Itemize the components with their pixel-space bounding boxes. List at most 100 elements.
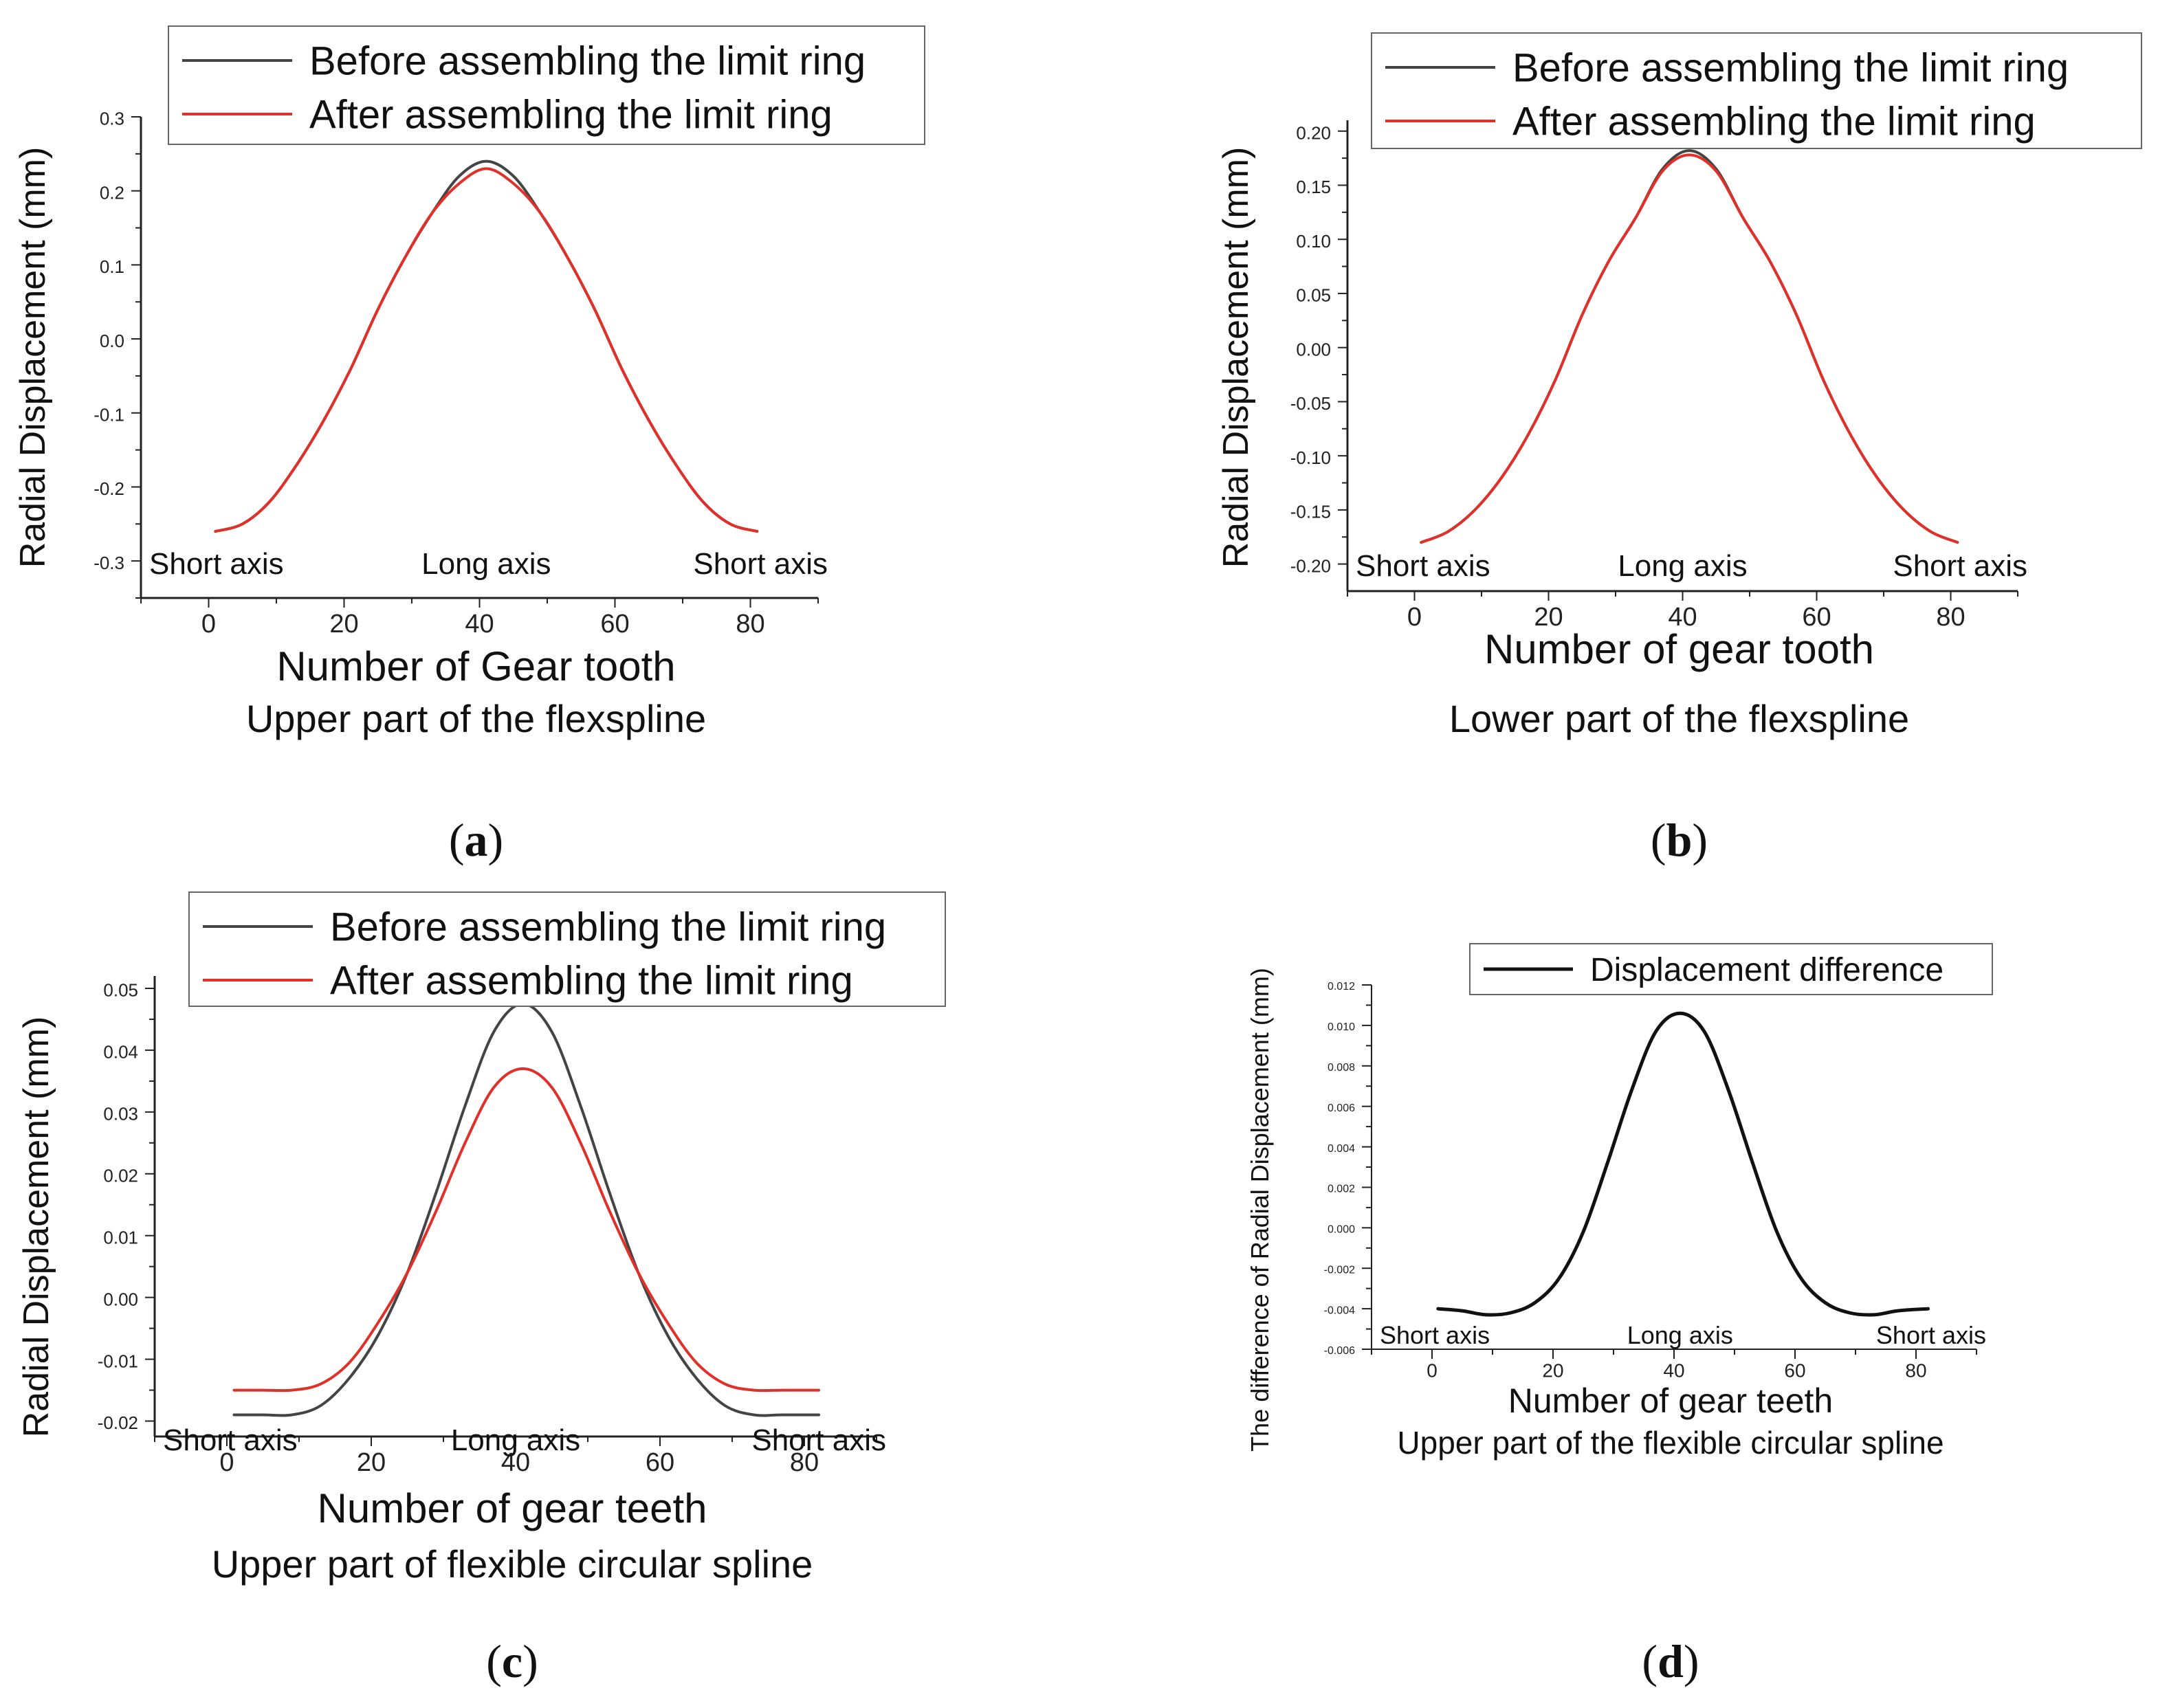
legend-box bbox=[188, 891, 946, 1007]
x-tick-label: 20 bbox=[1542, 1360, 1563, 1382]
series-line-primary bbox=[214, 159, 759, 533]
x-tick-label: 40 bbox=[501, 1448, 530, 1477]
legend: Before assembling the limit ring After as… bbox=[188, 891, 946, 1007]
y-tick-label: 0.0 bbox=[100, 331, 124, 351]
panel-label-close: ) bbox=[522, 1635, 538, 1687]
y-tick-label: 0.3 bbox=[100, 109, 124, 129]
panel-label-close: ) bbox=[488, 814, 504, 866]
chart-subtitle: Upper part of flexible circular spline bbox=[212, 1542, 813, 1586]
x-tick-label: 40 bbox=[1663, 1360, 1684, 1382]
panel-label-letter: b bbox=[1666, 814, 1693, 866]
y-tick-label: 0.01 bbox=[103, 1227, 138, 1247]
panel-label-close: ) bbox=[1692, 814, 1708, 866]
legend-box bbox=[1371, 32, 2142, 149]
x-tick-label: 40 bbox=[1668, 603, 1697, 632]
y-tick-label: 0.010 bbox=[1328, 1021, 1355, 1033]
panel-label: (b) bbox=[1651, 814, 1708, 866]
x-tick-label: 80 bbox=[1936, 603, 1965, 632]
x-tick-label: 60 bbox=[646, 1448, 674, 1477]
legend-box bbox=[168, 25, 925, 145]
y-tick-label: 0.15 bbox=[1296, 177, 1331, 197]
panel-label-close: ) bbox=[1684, 1635, 1699, 1687]
x-axis-label: Number of Gear tooth bbox=[276, 643, 675, 689]
x-axis-label: Number of gear teeth bbox=[318, 1485, 707, 1531]
axis-annotation: Long axis bbox=[1627, 1321, 1733, 1349]
legend-label: After assembling the limit ring bbox=[309, 92, 833, 137]
panel-label-open: ( bbox=[486, 1635, 502, 1687]
x-tick-label: 80 bbox=[736, 610, 764, 639]
axis-annotation: Short axis bbox=[1356, 549, 1490, 583]
x-axis-label: Number of gear teeth bbox=[1508, 1382, 1834, 1420]
x-tick-label: 60 bbox=[1802, 603, 1831, 632]
axis-annotation: Short axis bbox=[163, 1423, 298, 1457]
x-tick-label: 20 bbox=[357, 1448, 386, 1477]
y-tick-label: 0.00 bbox=[103, 1289, 138, 1309]
y-axis-label: Radial Displacement (mm) bbox=[16, 1017, 56, 1438]
axis-annotation: Long axis bbox=[421, 547, 551, 581]
y-axis-label: Radial Displacement (mm) bbox=[13, 147, 53, 568]
x-tick-label: 0 bbox=[219, 1448, 234, 1477]
axis-annotation: Long axis bbox=[1618, 549, 1747, 583]
y-tick-label: 0.05 bbox=[1296, 285, 1331, 306]
y-tick-label: 0.02 bbox=[103, 1165, 138, 1186]
y-tick-label: -0.15 bbox=[1290, 502, 1331, 522]
y-tick-label: 0.00 bbox=[1296, 339, 1331, 359]
y-tick-label: -0.10 bbox=[1290, 447, 1331, 468]
legend-label: Displacement difference bbox=[1590, 952, 1944, 988]
y-tick-label: 0.1 bbox=[100, 256, 124, 277]
legend-label: Before assembling the limit ring bbox=[1512, 45, 2069, 90]
axis-annotation: Short axis bbox=[1876, 1321, 1986, 1349]
y-tick-label: -0.2 bbox=[93, 478, 124, 499]
chart-subtitle: Upper part of the flexspline bbox=[246, 697, 706, 740]
x-tick-label: 60 bbox=[1784, 1360, 1805, 1382]
chart-panel-a: 0 20 40 60 80 -0.3 -0.2 -0.1 0.0 0.1 0.2 0.3 Short a… bbox=[13, 25, 925, 866]
y-tick-label: 0.2 bbox=[100, 182, 124, 203]
legend-label: Before assembling the limit ring bbox=[309, 38, 866, 83]
axis-annotation: Short axis bbox=[751, 1423, 886, 1457]
y-axis-label: The difference of Radial Displacement (m… bbox=[1246, 968, 1274, 1452]
axis-annotation: Short axis bbox=[1893, 549, 2027, 583]
x-axis-label: Number of gear tooth bbox=[1484, 626, 1874, 672]
series-line-secondary bbox=[232, 1067, 820, 1393]
y-tick-label: 0.20 bbox=[1296, 122, 1331, 143]
y-tick-label: 0.002 bbox=[1328, 1184, 1355, 1195]
x-tick-label: 60 bbox=[600, 610, 629, 639]
x-tick-label: 20 bbox=[329, 610, 358, 639]
panel-label: (c) bbox=[486, 1635, 538, 1687]
x-tick-label: 40 bbox=[465, 610, 494, 639]
x-tick-label: 0 bbox=[1407, 603, 1422, 632]
panel-label: (a) bbox=[449, 814, 503, 866]
y-tick-label: 0.008 bbox=[1328, 1062, 1355, 1074]
y-tick-label: -0.01 bbox=[98, 1351, 138, 1371]
panel-label-open: ( bbox=[1651, 814, 1666, 866]
x-tick-label: 80 bbox=[1905, 1360, 1926, 1382]
y-tick-label: -0.1 bbox=[93, 404, 124, 425]
series-line-secondary bbox=[1420, 153, 1959, 544]
x-tick-label: 0 bbox=[1427, 1360, 1438, 1382]
chart-subtitle: Lower part of the flexspline bbox=[1449, 697, 1909, 740]
y-tick-label: -0.20 bbox=[1290, 555, 1331, 576]
legend: Displacement difference bbox=[1469, 943, 1993, 995]
x-tick-label: 80 bbox=[790, 1448, 819, 1477]
y-tick-label: -0.3 bbox=[93, 553, 124, 573]
panel-label-open: ( bbox=[1642, 1635, 1658, 1687]
axis-annotation: Short axis bbox=[149, 547, 284, 581]
chart-panel-c: 0 20 40 60 80 -0.02 -0.01 0.00 0.01 0.02 0.03 0.04 0… bbox=[16, 891, 946, 1687]
series-line-primary bbox=[232, 1002, 820, 1417]
panel-label-open: ( bbox=[449, 814, 465, 866]
y-tick-label: 0.04 bbox=[103, 1042, 138, 1063]
chart-panel-b: 0 20 40 60 80 -0.20 -0.15 -0.10 -0.05 0.00 0.05 0.1… bbox=[1216, 32, 2142, 866]
axis-annotation: Long axis bbox=[451, 1423, 580, 1457]
y-tick-label: 0.000 bbox=[1328, 1224, 1355, 1236]
series-line-secondary bbox=[214, 167, 759, 533]
panel-label-letter: c bbox=[502, 1635, 522, 1687]
panel-label: (d) bbox=[1642, 1635, 1699, 1687]
x-tick-label: 0 bbox=[201, 610, 216, 639]
y-tick-label: 0.03 bbox=[103, 1104, 138, 1124]
y-axis-label: Radial Displacement (mm) bbox=[1216, 147, 1256, 568]
legend: Before assembling the limit ring After as… bbox=[168, 25, 925, 145]
y-tick-label: -0.006 bbox=[1324, 1345, 1355, 1357]
axis-annotation: Short axis bbox=[1380, 1321, 1490, 1349]
y-tick-label: 0.012 bbox=[1328, 981, 1355, 992]
